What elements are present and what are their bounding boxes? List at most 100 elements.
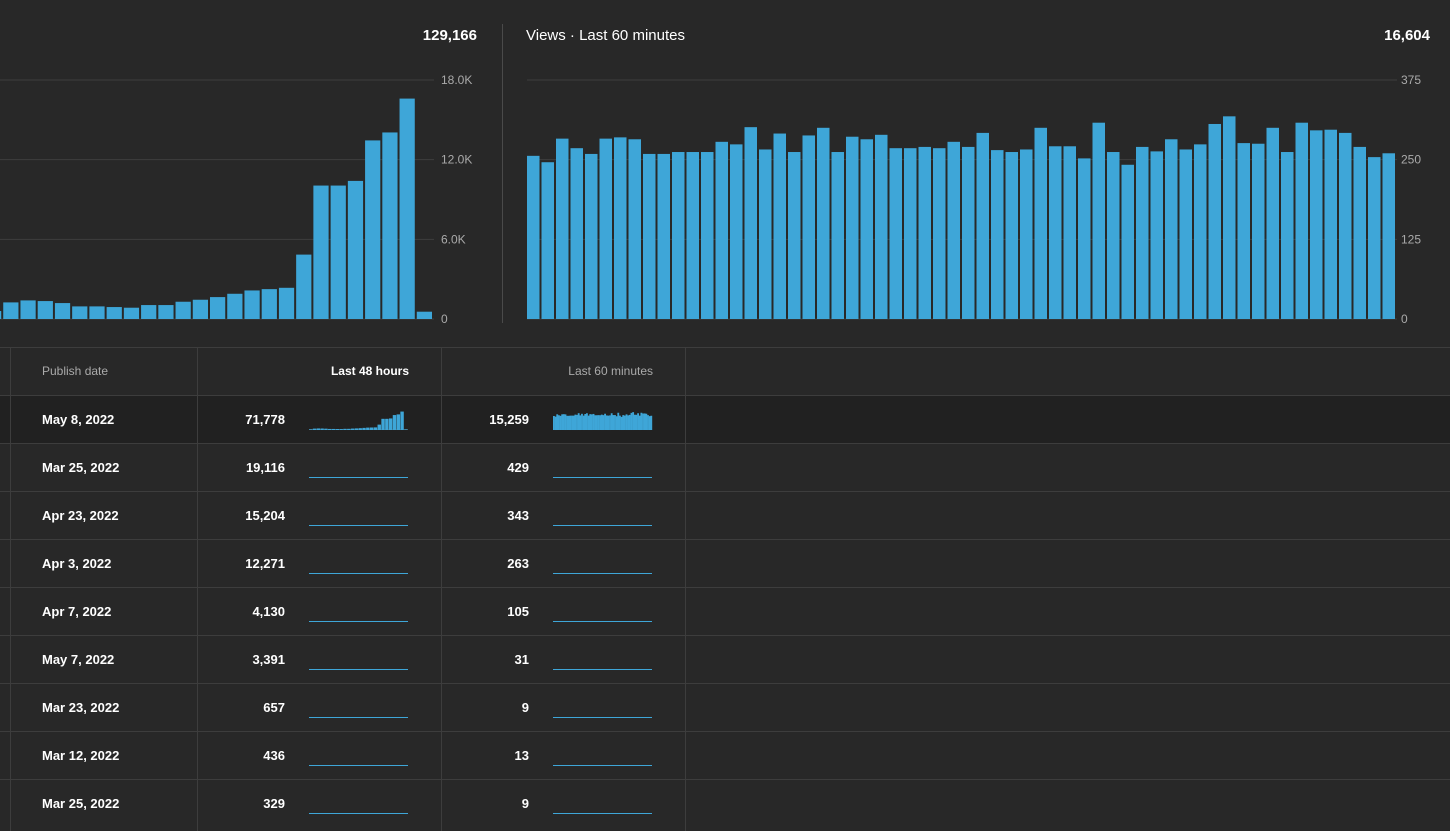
- sparkline-60-minutes: [553, 669, 652, 670]
- table-row[interactable]: Apr 7, 2022 4,130 105: [0, 587, 1450, 635]
- sparkline-bar: [556, 414, 559, 430]
- sparkline-bar: [602, 415, 605, 431]
- publish-date: May 8, 2022: [42, 412, 115, 427]
- y-tick-label: 125: [1401, 232, 1421, 246]
- chart-bar: [991, 150, 1004, 319]
- sparkline-bar: [638, 415, 641, 431]
- sparkline-bar: [594, 415, 597, 430]
- chart-bar: [585, 153, 598, 319]
- sparkline-bar: [576, 414, 578, 431]
- sparkline-bar: [597, 415, 600, 431]
- sparkline-bar: [648, 416, 651, 431]
- chart-bar: [1310, 130, 1323, 319]
- table-row[interactable]: May 8, 2022 71,778 15,259: [0, 395, 1450, 443]
- sparkline-bar: [600, 414, 603, 431]
- header-last-60-minutes[interactable]: Last 60 minutes: [568, 364, 653, 378]
- column-separator: [441, 347, 442, 831]
- chart-bar: [175, 301, 191, 319]
- chart-bar: [614, 137, 627, 319]
- sparkline-bar: [343, 428, 347, 430]
- chart-bar: [1382, 153, 1395, 319]
- publish-date: Apr 7, 2022: [42, 604, 112, 619]
- table-row[interactable]: Mar 12, 2022 436 13: [0, 731, 1450, 779]
- sparkline-48-hours: [309, 717, 408, 718]
- chart-bar: [976, 132, 989, 319]
- y-tick-label: 0: [1401, 312, 1408, 326]
- table-row[interactable]: Apr 3, 2022 12,271 263: [0, 539, 1450, 587]
- chart-bar: [3, 302, 19, 319]
- sparkline-bar: [619, 415, 621, 431]
- header-publish-date[interactable]: Publish date: [42, 364, 109, 378]
- views-last-48-hours: 329: [263, 796, 285, 811]
- sparkline-bar: [354, 428, 359, 430]
- chart-total-48-hours: 129,166: [422, 27, 477, 44]
- chart-bar: [1150, 151, 1163, 319]
- table-row[interactable]: May 7, 2022 3,391 31: [0, 635, 1450, 683]
- sparkline-60-minutes: [553, 573, 652, 574]
- chart-bar: [556, 138, 569, 319]
- chart-bar: [89, 306, 105, 319]
- header-last-48-hours[interactable]: Last 48 hours: [330, 364, 409, 378]
- sparkline-bar: [617, 412, 620, 430]
- chart-bar: [382, 132, 398, 319]
- chart-bar: [1063, 146, 1076, 319]
- chart-bar: [261, 289, 277, 320]
- sparkline-bar: [400, 411, 404, 430]
- bar-chart-60-minutes[interactable]: 0 125 250 375: [503, 0, 1450, 340]
- chart-bar: [1005, 152, 1018, 319]
- sparkline-60-minutes: [553, 813, 652, 814]
- publish-date: May 7, 2022: [42, 652, 115, 667]
- publish-date: Mar 23, 2022: [42, 700, 120, 715]
- bar-chart-48-hours[interactable]: 0 6.0K 12.0K 18.0K: [0, 0, 502, 340]
- sparkline-bar: [627, 415, 630, 431]
- chart-bar: [1368, 157, 1381, 319]
- sparkline-48-hours: [309, 573, 408, 574]
- views-last-48-hours: 657: [263, 700, 285, 715]
- chart-bar: [1208, 123, 1221, 319]
- sparkline-bar: [622, 415, 625, 431]
- y-tick-label: 18.0K: [441, 73, 472, 87]
- sparkline-bar: [584, 414, 587, 430]
- sparkline-bar: [572, 415, 575, 431]
- sparkline-bar: [625, 414, 628, 431]
- sparkline-bar: [309, 429, 313, 430]
- sparkline-bar: [610, 413, 613, 430]
- chart-bar: [347, 180, 364, 319]
- table-row[interactable]: Mar 25, 2022 329 9: [0, 779, 1450, 827]
- chart-bar: [278, 287, 295, 319]
- sparkline-bar: [554, 416, 557, 431]
- views-last-48-hours: 12,271: [245, 556, 285, 571]
- chart-bar: [860, 139, 873, 319]
- views-last-48-hours: 19,116: [245, 460, 285, 475]
- sparkline-bar: [385, 418, 389, 430]
- publish-date: Apr 23, 2022: [42, 508, 119, 523]
- chart-bar: [1078, 158, 1091, 319]
- sparkline-bar: [561, 414, 564, 430]
- chart-bar: [1339, 132, 1352, 319]
- sparkline-bar: [577, 413, 580, 430]
- chart-bar: [313, 185, 329, 319]
- sparkline-bar: [612, 415, 615, 430]
- sparkline-bar: [574, 414, 577, 431]
- table-row[interactable]: Mar 23, 2022 657 9: [0, 683, 1450, 731]
- chart-bar: [1136, 146, 1149, 319]
- sparkline-bar: [635, 414, 638, 430]
- table-row[interactable]: Mar 25, 2022 19,116 429: [0, 443, 1450, 491]
- chart-bar: [1353, 146, 1366, 319]
- chart-bar: [37, 301, 53, 319]
- chart-bar: [296, 254, 312, 319]
- chart-bar: [570, 148, 583, 319]
- y-tick-label: 12.0K: [441, 153, 472, 167]
- views-last-60-minutes: 429: [507, 460, 529, 475]
- panel-divider: [502, 24, 503, 323]
- chart-bar: [1194, 144, 1207, 319]
- sparkline-bar: [605, 415, 608, 430]
- table-header-row: Publish date Last 48 hours Last 60 minut…: [0, 347, 1450, 395]
- table-row[interactable]: Apr 23, 2022 15,204 343: [0, 491, 1450, 539]
- sparkline-bar: [579, 415, 582, 431]
- chart-bar: [365, 140, 381, 319]
- sparkline-bar: [339, 429, 343, 430]
- sparkline-bar: [316, 428, 321, 430]
- chart-bar: [527, 155, 540, 319]
- chart-bar: [210, 297, 226, 319]
